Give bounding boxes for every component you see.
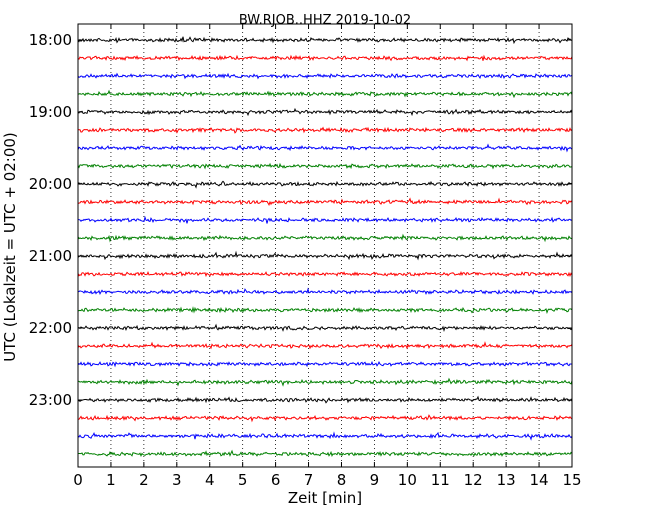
- trace-line: [77, 197, 573, 207]
- x-tick-label: 14: [530, 471, 549, 489]
- trace-line: [77, 233, 573, 243]
- x-tick-label: 4: [205, 471, 215, 489]
- trace-line: [77, 323, 573, 333]
- x-tick-label: 7: [304, 471, 314, 489]
- trace-line: [77, 107, 573, 117]
- x-tick-label: 0: [73, 471, 83, 489]
- y-tick-label: 18:00: [29, 31, 72, 49]
- trace-line: [77, 377, 573, 387]
- chart-title: BW.RJOB..HHZ 2019-10-02: [239, 13, 411, 28]
- trace-line: [77, 180, 573, 189]
- x-tick-label: 8: [337, 471, 347, 489]
- trace-line: [77, 271, 573, 278]
- x-tick-label: 9: [370, 471, 380, 489]
- x-tick-label: 1: [106, 471, 116, 489]
- x-axis-ticks: 0 1 2 3 4 5 6 7 8 9 10 11 12 13 14 15: [73, 24, 582, 489]
- y-tick-label: 19:00: [29, 103, 72, 121]
- trace-line: [77, 306, 573, 314]
- x-axis-label: Zeit [min]: [288, 489, 362, 507]
- trace-line: [77, 72, 573, 80]
- x-tick-label: 5: [238, 471, 248, 489]
- y-axis-ticks: 18:00 19:00 20:00 21:00 22:00 23:00: [29, 31, 572, 409]
- x-tick-label: 13: [497, 471, 516, 489]
- x-tick-label: 11: [431, 471, 450, 489]
- trace-line: [77, 54, 573, 62]
- trace-line: [77, 126, 573, 134]
- trace-line: [77, 414, 573, 423]
- trace-line: [77, 449, 573, 457]
- trace-line: [77, 162, 573, 170]
- trace-line: [77, 36, 573, 45]
- x-tick-label: 12: [464, 471, 483, 489]
- trace-line: [77, 360, 573, 368]
- trace-line: [77, 143, 573, 153]
- trace-line: [77, 431, 573, 441]
- plot-frame: [77, 23, 573, 468]
- x-tick-label: 2: [139, 471, 149, 489]
- y-tick-label: 22:00: [29, 319, 72, 337]
- y-axis-label: UTC (Lokalzeit = UTC + 02:00): [1, 132, 19, 362]
- trace-line: [77, 89, 573, 99]
- trace-line: [77, 250, 573, 261]
- trace-line: [77, 287, 573, 295]
- x-tick-label: 15: [562, 471, 581, 489]
- x-tick-label: 6: [271, 471, 281, 489]
- trace-line: [77, 215, 573, 224]
- x-tick-label: 3: [172, 471, 182, 489]
- trace-line: [77, 341, 573, 350]
- trace-line: [77, 395, 573, 404]
- seismic-traces: [77, 36, 573, 457]
- y-tick-label: 21:00: [29, 247, 72, 265]
- y-tick-label: 20:00: [29, 175, 72, 193]
- y-tick-label: 23:00: [29, 391, 72, 409]
- x-tick-label: 10: [398, 471, 417, 489]
